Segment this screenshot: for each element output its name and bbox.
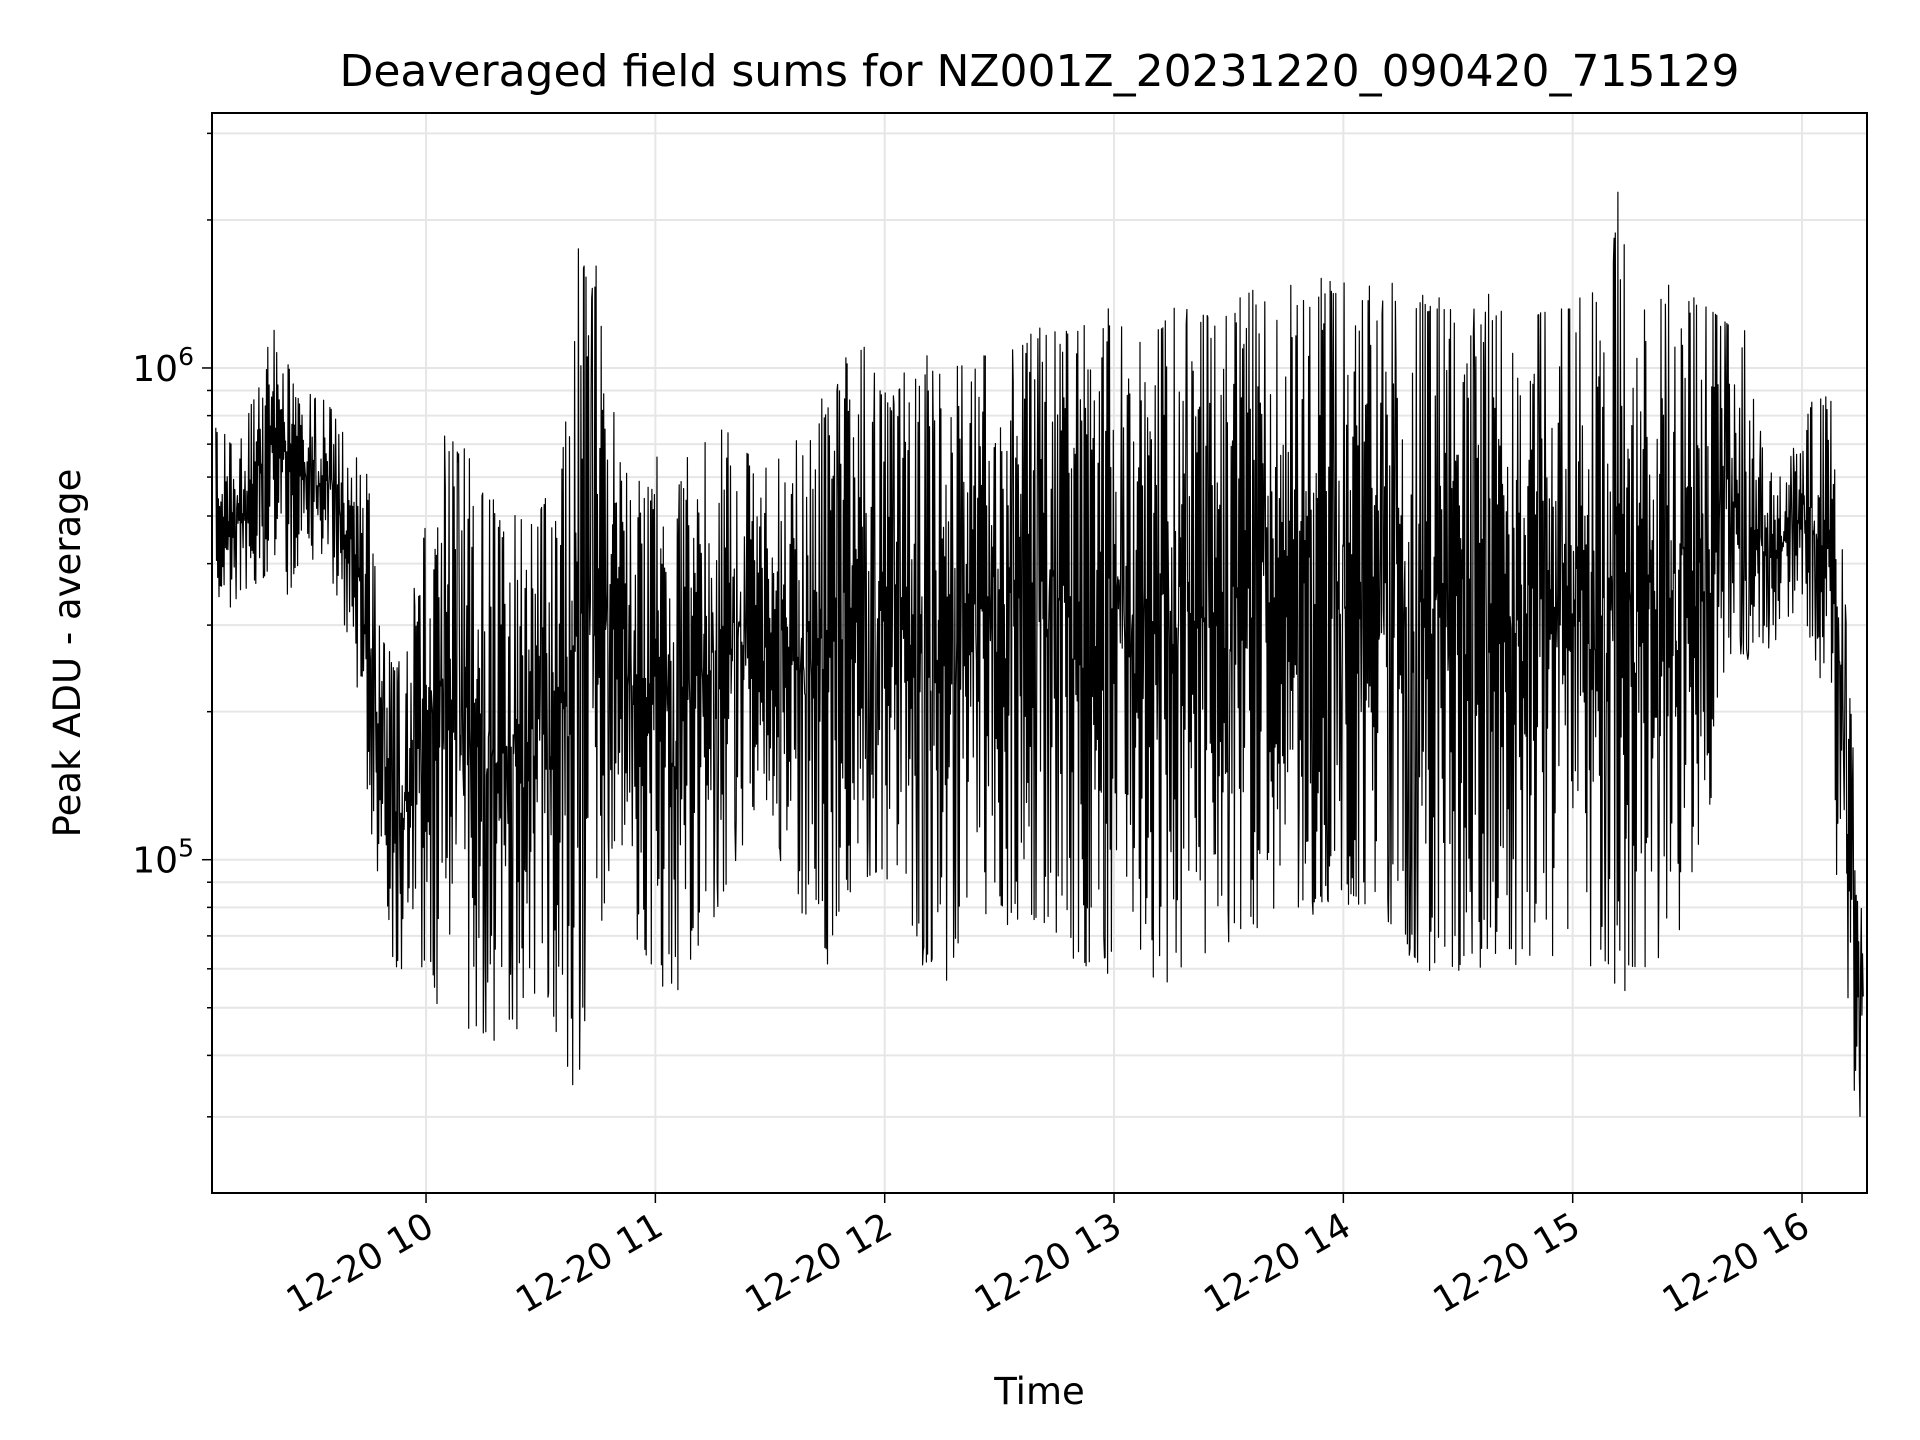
x-axis-label: Time — [993, 1370, 1085, 1413]
y-tick-label: 106 — [132, 342, 194, 390]
chart-title: Deaveraged field sums for NZ001Z_2023122… — [339, 46, 1739, 97]
plot-frame — [211, 112, 1868, 1194]
y-axis-label: Peak ADU - average — [46, 469, 89, 838]
y-tick-label: 105 — [132, 834, 194, 882]
series-layer — [215, 191, 1864, 1117]
series-line — [215, 191, 1864, 1117]
